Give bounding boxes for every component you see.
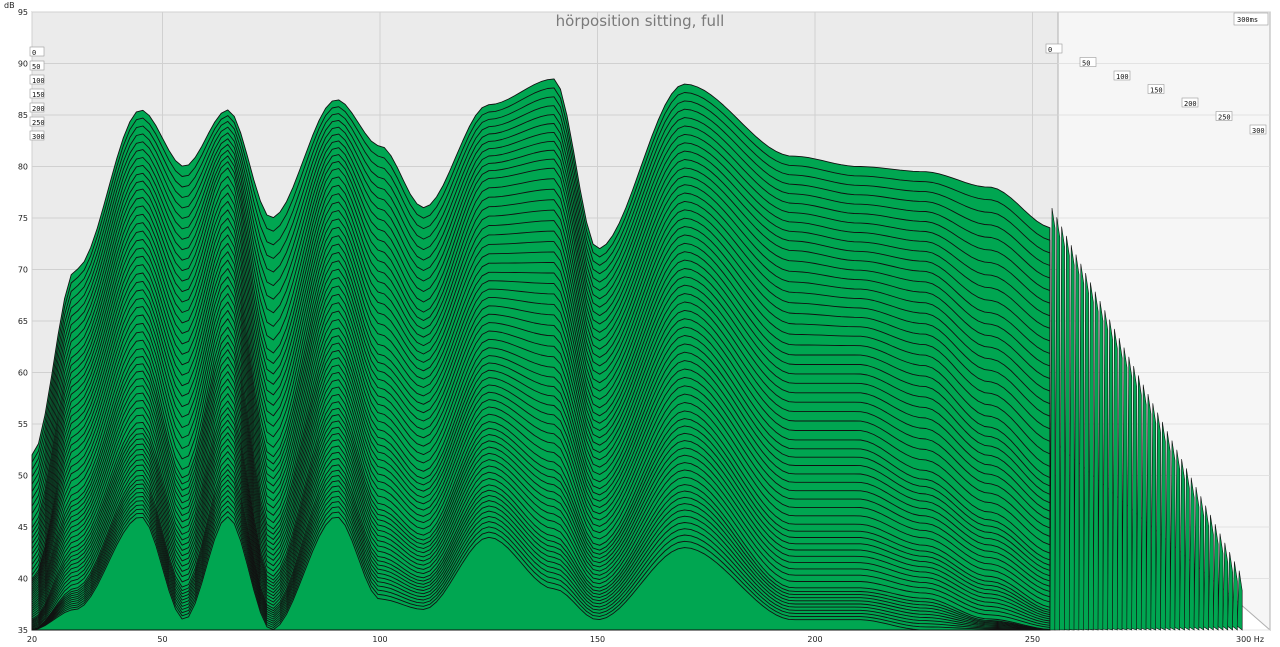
- time-label-left: 200: [32, 105, 45, 113]
- y-tick-label: 40: [18, 575, 28, 584]
- time-label-left: 100: [32, 77, 45, 85]
- time-label-box-side: [1215, 111, 1233, 121]
- x-tick-label: 100: [372, 635, 387, 644]
- time-end-box: [1233, 12, 1269, 26]
- time-label-box-side: [1249, 124, 1267, 135]
- time-label-left: 50: [32, 63, 40, 71]
- time-label-left: 300: [32, 133, 45, 141]
- side-slice: [1136, 375, 1142, 631]
- side-slice: [1088, 282, 1094, 631]
- time-label-box-side: [1079, 57, 1097, 67]
- time-label-box-side: [1147, 84, 1165, 94]
- chart-title: hörposition sitting, full: [556, 12, 725, 30]
- side-slice: [1212, 524, 1219, 631]
- y-tick-label: 45: [18, 523, 28, 532]
- side-slice: [1174, 449, 1181, 631]
- side-slice: [1068, 245, 1075, 631]
- side-slice: [1222, 542, 1229, 631]
- time-label-box-left: [29, 88, 45, 99]
- side-slice: [1073, 254, 1080, 631]
- time-label-side: 150: [1150, 87, 1163, 95]
- side-slice: [1150, 403, 1157, 631]
- side-slice: [1049, 207, 1056, 631]
- y-tick-label: 90: [18, 60, 28, 69]
- side-slice: [1145, 393, 1152, 631]
- x-tick-label: 300 Hz: [1236, 635, 1264, 644]
- side-slice: [1078, 263, 1085, 631]
- time-label-side: 300: [1252, 127, 1265, 135]
- y-tick-label: 80: [18, 163, 28, 172]
- time-label-left: 150: [32, 91, 45, 99]
- side-slice: [1155, 412, 1161, 631]
- y-tick-label: 70: [18, 266, 28, 275]
- y-unit-label: dB: [4, 1, 15, 10]
- side-slice: [1208, 514, 1214, 631]
- side-slice: [1059, 226, 1065, 631]
- side-slice: [1092, 291, 1099, 631]
- time-label-box-left: [29, 102, 45, 113]
- side-slice: [1179, 459, 1185, 631]
- time-label-side: 250: [1218, 114, 1231, 122]
- chart-series-group: [31, 78, 1243, 631]
- time-label-left: 250: [32, 119, 45, 127]
- y-tick-label: 55: [18, 420, 28, 429]
- chart-axes: 35 40 45 50 55 60 65 70 75 80 85 90 95 20 50 100 150 200 2…: [18, 8, 1269, 644]
- side-slice: [1217, 533, 1224, 631]
- side-slice: [1140, 384, 1147, 631]
- side-slice: [1097, 300, 1104, 631]
- time-end-label: 300ms: [1237, 16, 1258, 24]
- time-label-left: 0: [32, 49, 36, 57]
- x-tick-label: 20: [27, 635, 37, 644]
- side-slice: [1121, 347, 1128, 631]
- time-label-side: 200: [1184, 100, 1197, 108]
- side-slice: [1102, 310, 1109, 631]
- side-slice: [1203, 505, 1209, 631]
- y-tick-label: 35: [18, 626, 28, 635]
- time-label-box-left: [29, 74, 45, 85]
- side-slice: [1227, 552, 1233, 631]
- side-slice: [1107, 319, 1113, 631]
- side-slice: [1112, 328, 1118, 631]
- side-slice: [1184, 468, 1190, 631]
- y-tick-label: 75: [18, 214, 28, 223]
- time-label-box-left: [29, 116, 45, 127]
- y-tick-label: 95: [18, 8, 28, 17]
- y-tick-label: 85: [18, 111, 28, 120]
- time-label-side: 50: [1082, 60, 1090, 68]
- waterfall-slice: [31, 495, 1051, 631]
- side-slice: [1064, 235, 1070, 631]
- side-slice: [1198, 496, 1205, 631]
- x-tick-label: 200: [807, 635, 822, 644]
- side-slice: [1116, 338, 1123, 631]
- side-slice: [1232, 561, 1238, 631]
- side-slice: [1236, 570, 1243, 631]
- y-tick-label: 65: [18, 317, 28, 326]
- time-label-box-side: [1113, 70, 1131, 81]
- time-label-side: 100: [1116, 73, 1129, 81]
- waterfall-slice: [31, 516, 1051, 631]
- side-slice: [1193, 486, 1200, 631]
- side-slice: [1054, 217, 1061, 631]
- side-slice: [1188, 477, 1195, 631]
- waterfall-slice: [31, 490, 1051, 631]
- time-label-box-side: [1181, 97, 1199, 108]
- y-tick-label: 60: [18, 369, 28, 378]
- time-label-box-left: [29, 60, 45, 71]
- x-tick-label: 150: [590, 635, 605, 644]
- time-label-box-side: [1045, 43, 1063, 54]
- side-slice: [1160, 421, 1166, 631]
- time-label-box-left: [29, 46, 45, 57]
- x-tick-label: 50: [157, 635, 167, 644]
- time-label-box-left: [29, 130, 45, 141]
- side-slice: [1083, 273, 1089, 631]
- side-slice: [1126, 356, 1133, 631]
- x-tick-label: 250: [1025, 635, 1040, 644]
- y-tick-label: 50: [18, 472, 28, 481]
- time-label-side: 0: [1048, 46, 1052, 54]
- side-slice: [1164, 431, 1171, 631]
- side-slice: [1131, 366, 1137, 631]
- side-slice: [1169, 440, 1176, 631]
